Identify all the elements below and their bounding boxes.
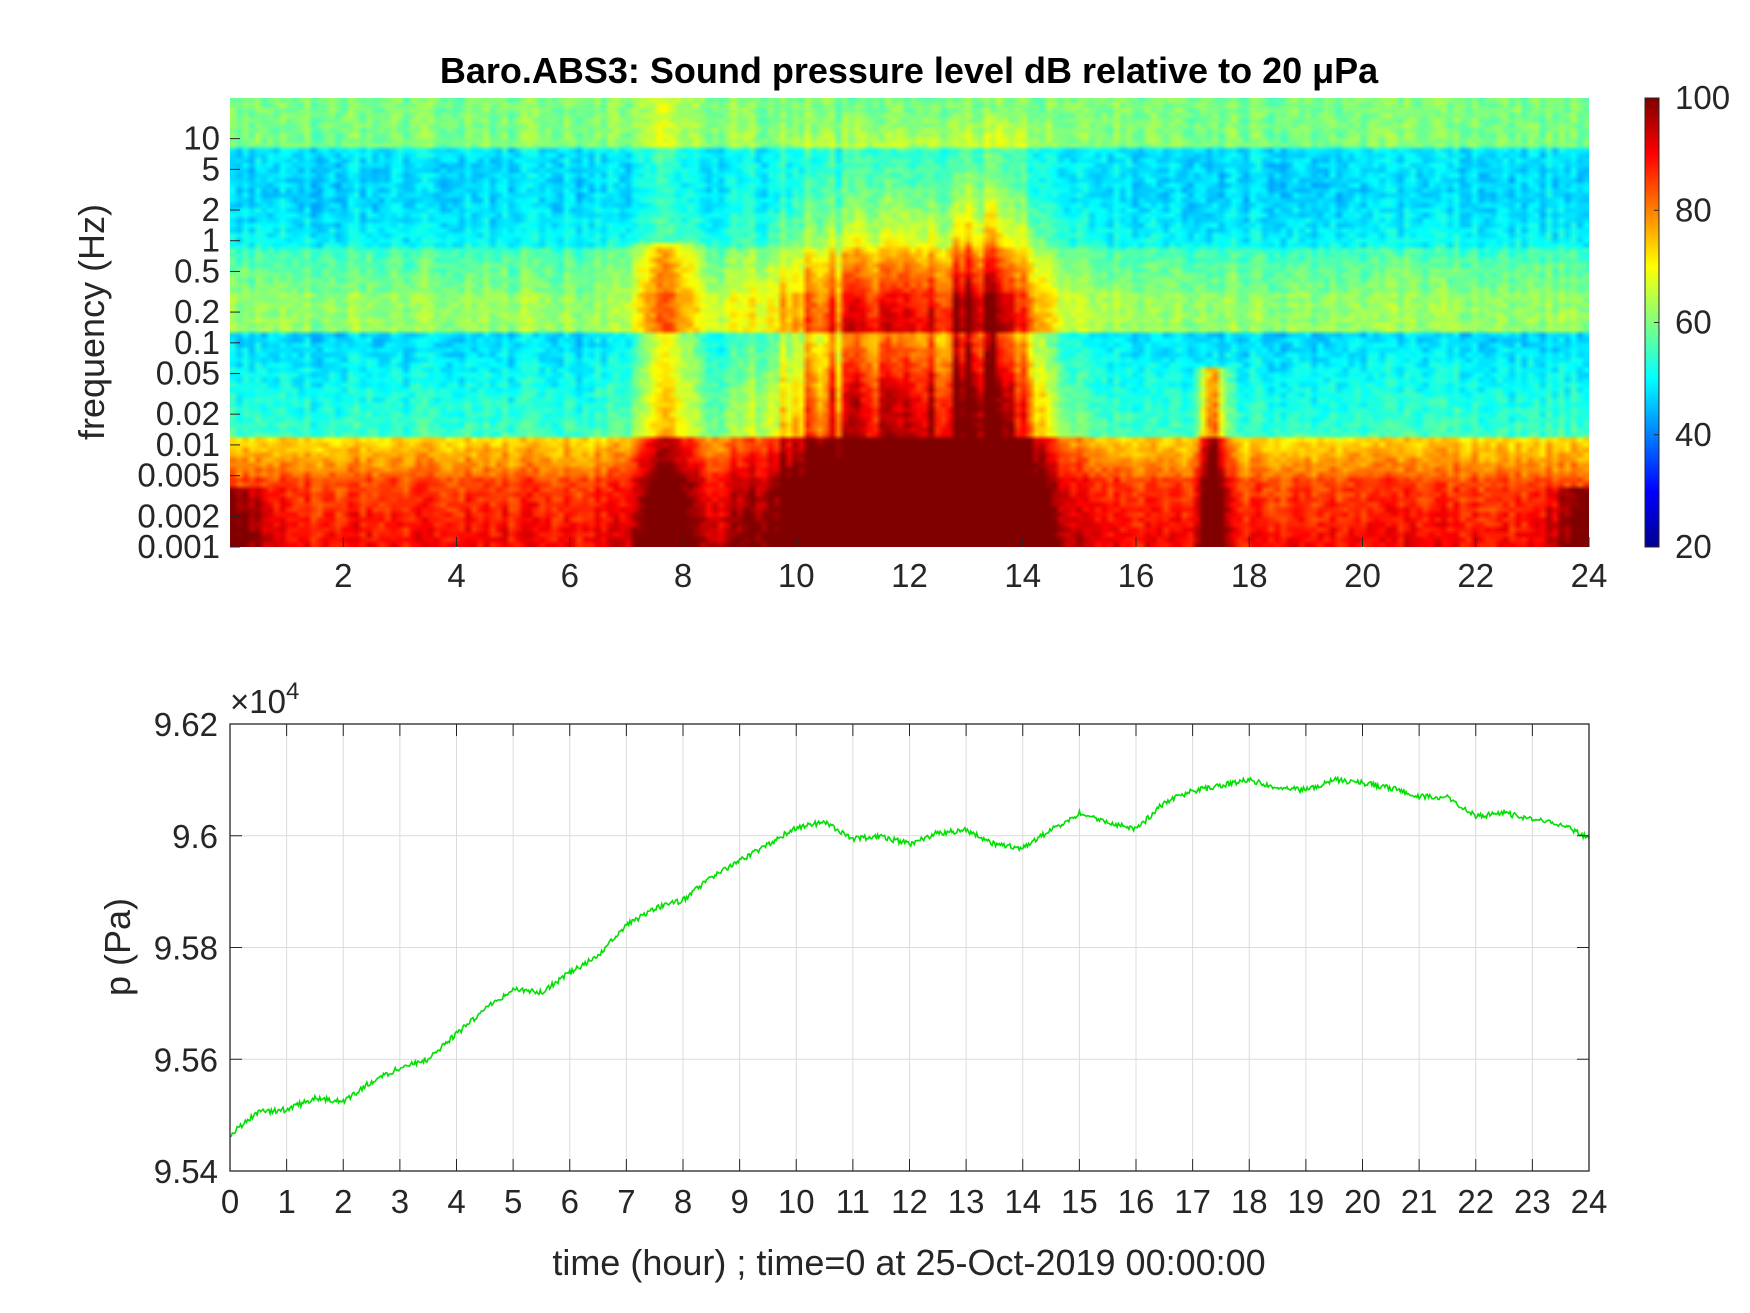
pressure-x-tick-label: 18 (1231, 1183, 1268, 1220)
pressure-x-tick-label: 7 (617, 1183, 635, 1220)
spectrogram-y-tick-label: 0.2 (174, 293, 220, 330)
pressure-x-tick-label: 2 (334, 1183, 352, 1220)
pressure-x-tick-label: 22 (1457, 1183, 1494, 1220)
pressure-x-axis-label: time (hour) ; time=0 at 25-Oct-2019 00:0… (552, 1242, 1265, 1283)
pressure-x-tick-label: 9 (730, 1183, 748, 1220)
spectrogram-x-tick-label: 8 (674, 557, 692, 594)
pressure-x-ticks: 0 1 2 3 4 5 6 7 8 9 10 11 12 13 14 15 16 17 18 19 20 21 22 23 24 (221, 724, 1608, 1220)
pressure-x-tick-label: 17 (1174, 1183, 1211, 1220)
pressure-x-tick-label: 8 (674, 1183, 692, 1220)
pressure-y-tick-label: 9.54 (154, 1153, 218, 1190)
pressure-x-tick-label: 23 (1514, 1183, 1551, 1220)
spectrogram-x-tick-label: 12 (891, 557, 928, 594)
pressure-y-exponent-base: ×10 (230, 683, 286, 720)
spectrogram-x-tick-label: 10 (778, 557, 815, 594)
pressure-y-exponent-power: 4 (286, 678, 299, 705)
pressure-x-tick-label: 21 (1401, 1183, 1438, 1220)
spectrogram-y-tick-label: 0.02 (156, 395, 220, 432)
spectrogram-title: Baro.ABS3: Sound pressure level dB relat… (440, 50, 1379, 91)
pressure-x-tick-label: 12 (891, 1183, 928, 1220)
spectrogram-x-tick-label: 14 (1004, 557, 1041, 594)
spectrogram-x-tick-label: 20 (1344, 557, 1381, 594)
spectrogram-y-tick-label: 0.1 (174, 324, 220, 361)
colorbar-tick-label: 20 (1675, 528, 1712, 565)
spectrogram-y-ticks: 105 210.5 0.20.10.050.020.010.0050.0020.00… (137, 120, 240, 565)
spectrogram-y-tick-label: 0.01 (156, 426, 220, 463)
pressure-x-tick-label: 19 (1288, 1183, 1325, 1220)
colorbar-tick-label: 60 (1675, 304, 1712, 341)
pressure-x-tick-label: 3 (391, 1183, 409, 1220)
spectrogram-x-tick-label: 18 (1231, 557, 1268, 594)
spectrogram-x-ticks: 2 4 6 8 10 12 14 16 18 20 22 24 (334, 537, 1607, 594)
spectrogram-x-tick-label: 24 (1571, 557, 1608, 594)
spectrogram-y-tick-label: 1 (202, 222, 220, 259)
spectrogram-x-tick-label: 2 (334, 557, 352, 594)
pressure-x-tick-label: 6 (561, 1183, 579, 1220)
pressure-x-tick-label: 20 (1344, 1183, 1381, 1220)
pressure-y-exponent: ×104 (230, 678, 299, 720)
spectrogram-x-tick-label: 16 (1118, 557, 1155, 594)
spectrogram-y-tick-label: 5 (202, 150, 220, 187)
pressure-x-tick-label: 10 (778, 1183, 815, 1220)
pressure-x-tick-label: 16 (1118, 1183, 1155, 1220)
pressure-x-tick-label: 14 (1004, 1183, 1041, 1220)
pressure-y-ticks: 9.54 9.56 9.58 9.6 9.62 (154, 706, 1589, 1190)
colorbar-tick-label: 100 (1675, 79, 1730, 116)
pressure-y-axis-label: p (Pa) (97, 898, 138, 996)
colorbar-tick-label: 40 (1675, 416, 1712, 453)
colorbar-ticks: 20 40 60 80 100 (1654, 79, 1730, 565)
pressure-x-tick-label: 13 (948, 1183, 985, 1220)
pressure-x-tick-label: 11 (836, 1183, 870, 1220)
spectrogram-x-tick-label: 4 (447, 557, 465, 594)
spectrogram-y-tick-label: 10 (183, 120, 220, 157)
spectrogram-y-tick-label: 0.001 (137, 528, 220, 565)
spectrogram-y-tick-label: 0.5 (174, 252, 220, 289)
spectrogram-plot (230, 98, 1589, 547)
spectrogram-y-axis-label: frequency (Hz) (71, 204, 112, 440)
pressure-x-tick-label: 24 (1571, 1183, 1608, 1220)
spectrogram-x-tick-label: 22 (1457, 557, 1494, 594)
pressure-x-tick-label: 4 (447, 1183, 465, 1220)
pressure-series-line (230, 775, 1589, 1138)
spectrogram-x-tick-label: 6 (561, 557, 579, 594)
pressure-x-tick-label: 0 (221, 1183, 239, 1220)
pressure-y-tick-label: 9.62 (154, 706, 218, 743)
pressure-x-tick-label: 15 (1061, 1183, 1098, 1220)
pressure-grid (229, 723, 1590, 1172)
pressure-x-tick-label: 1 (277, 1183, 295, 1220)
colorbar-tick-label: 80 (1675, 191, 1712, 228)
pressure-x-tick-label: 5 (504, 1183, 522, 1220)
pressure-y-tick-label: 9.56 (154, 1041, 218, 1078)
spectrogram-y-tick-label: 0.05 (156, 355, 220, 392)
spectrogram-y-tick-label: 0.002 (137, 497, 220, 534)
spectrogram-y-tick-label: 2 (202, 191, 220, 228)
pressure-y-tick-label: 9.6 (172, 818, 218, 855)
spectrogram-heatmap (230, 98, 1589, 547)
spectrogram-y-tick-label: 0.005 (137, 457, 220, 494)
pressure-y-tick-label: 9.58 (154, 930, 218, 967)
